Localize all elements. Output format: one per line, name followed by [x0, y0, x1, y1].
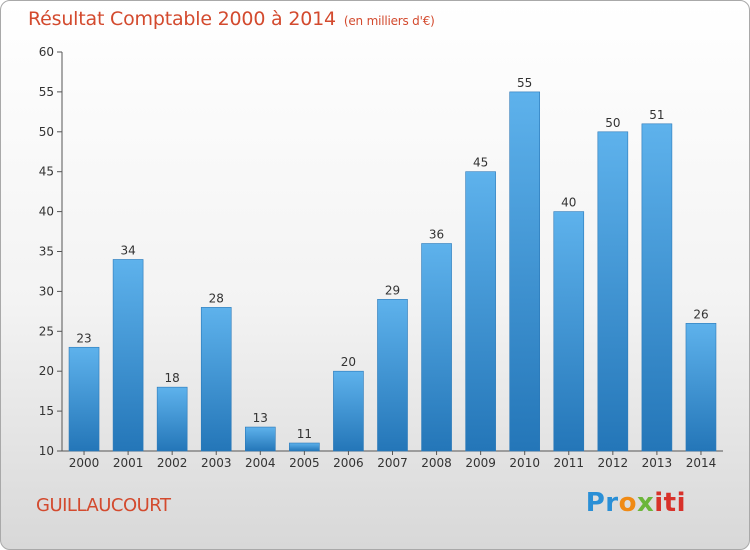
bar-2007: [377, 299, 408, 452]
data-label-2003: 28: [209, 291, 224, 305]
data-label-2000: 23: [76, 331, 91, 345]
bar-2001: [112, 259, 144, 452]
data-label-2005: 11: [297, 427, 312, 441]
y-tick-label: 15: [39, 404, 54, 418]
x-tick-label-2008: 2008: [421, 456, 452, 470]
bar-2000: [68, 346, 100, 452]
x-tick-label-2012: 2012: [598, 456, 629, 470]
bar-2003: [200, 307, 232, 452]
x-tick-label-2007: 2007: [377, 456, 408, 470]
data-label-2006: 20: [341, 355, 356, 369]
y-tick-label: 40: [39, 205, 54, 219]
data-label-2012: 50: [605, 116, 620, 130]
data-label-2008: 36: [429, 228, 444, 242]
x-tick-label-2013: 2013: [642, 456, 673, 470]
y-tick-label: 10: [39, 444, 54, 458]
data-label-2009: 45: [473, 156, 488, 170]
x-tick-label-2006: 2006: [333, 456, 364, 470]
y-tick-label: 20: [39, 364, 54, 378]
x-tick-label-2000: 2000: [69, 456, 100, 470]
logo-part-1: Pr: [585, 488, 619, 518]
x-tick-label-2014: 2014: [686, 456, 717, 470]
y-tick-label: 30: [39, 284, 54, 298]
y-tick-label: 25: [39, 324, 54, 338]
bar-2012: [597, 131, 629, 452]
y-tick-label: 35: [39, 245, 54, 259]
x-tick-label-2002: 2002: [157, 456, 188, 470]
chart-subtitle: (en milliers d'€): [343, 14, 435, 28]
data-label-2011: 40: [561, 196, 576, 210]
bar-2010: [509, 91, 541, 452]
x-tick-label-2011: 2011: [553, 456, 584, 470]
bar-2008: [421, 243, 452, 452]
logo-part-3: x: [636, 488, 655, 518]
title-text: Résultat Comptable 2000 à 2014: [28, 8, 336, 30]
bar-2013: [641, 123, 673, 452]
data-label-2007: 29: [385, 283, 400, 297]
logo-part-4: iti: [654, 488, 686, 518]
x-tick-label-2001: 2001: [113, 456, 144, 470]
x-tick-label-2003: 2003: [201, 456, 232, 470]
data-label-2001: 34: [120, 243, 135, 257]
x-tick-label-2010: 2010: [509, 456, 540, 470]
bar-2011: [553, 211, 585, 452]
y-tick-label: 55: [39, 85, 54, 99]
bar-2009: [465, 171, 496, 452]
data-label-2004: 13: [253, 411, 268, 425]
town-name: GUILLAUCOURT: [36, 495, 171, 516]
y-tick-label: 45: [39, 165, 54, 179]
y-tick-label: 60: [39, 45, 54, 59]
proxiti-logo: Proxiti: [586, 488, 686, 518]
x-tick-label-2009: 2009: [465, 456, 496, 470]
data-label-2013: 51: [649, 108, 664, 122]
bar-2005: [289, 442, 320, 452]
bar-2004: [245, 426, 276, 452]
y-tick-label: 50: [39, 125, 54, 139]
x-tick-label-2004: 2004: [245, 456, 276, 470]
x-tick-label-2005: 2005: [289, 456, 320, 470]
bar-2002: [156, 386, 188, 452]
data-label-2010: 55: [517, 76, 532, 90]
chart-title: Résultat Comptable 2000 à 2014 (en millie…: [28, 8, 435, 30]
data-label-2002: 18: [165, 371, 180, 385]
bar-2014: [685, 323, 717, 452]
logo-part-2: o: [618, 488, 637, 518]
data-label-2014: 26: [693, 307, 708, 321]
bar-2006: [333, 370, 364, 452]
